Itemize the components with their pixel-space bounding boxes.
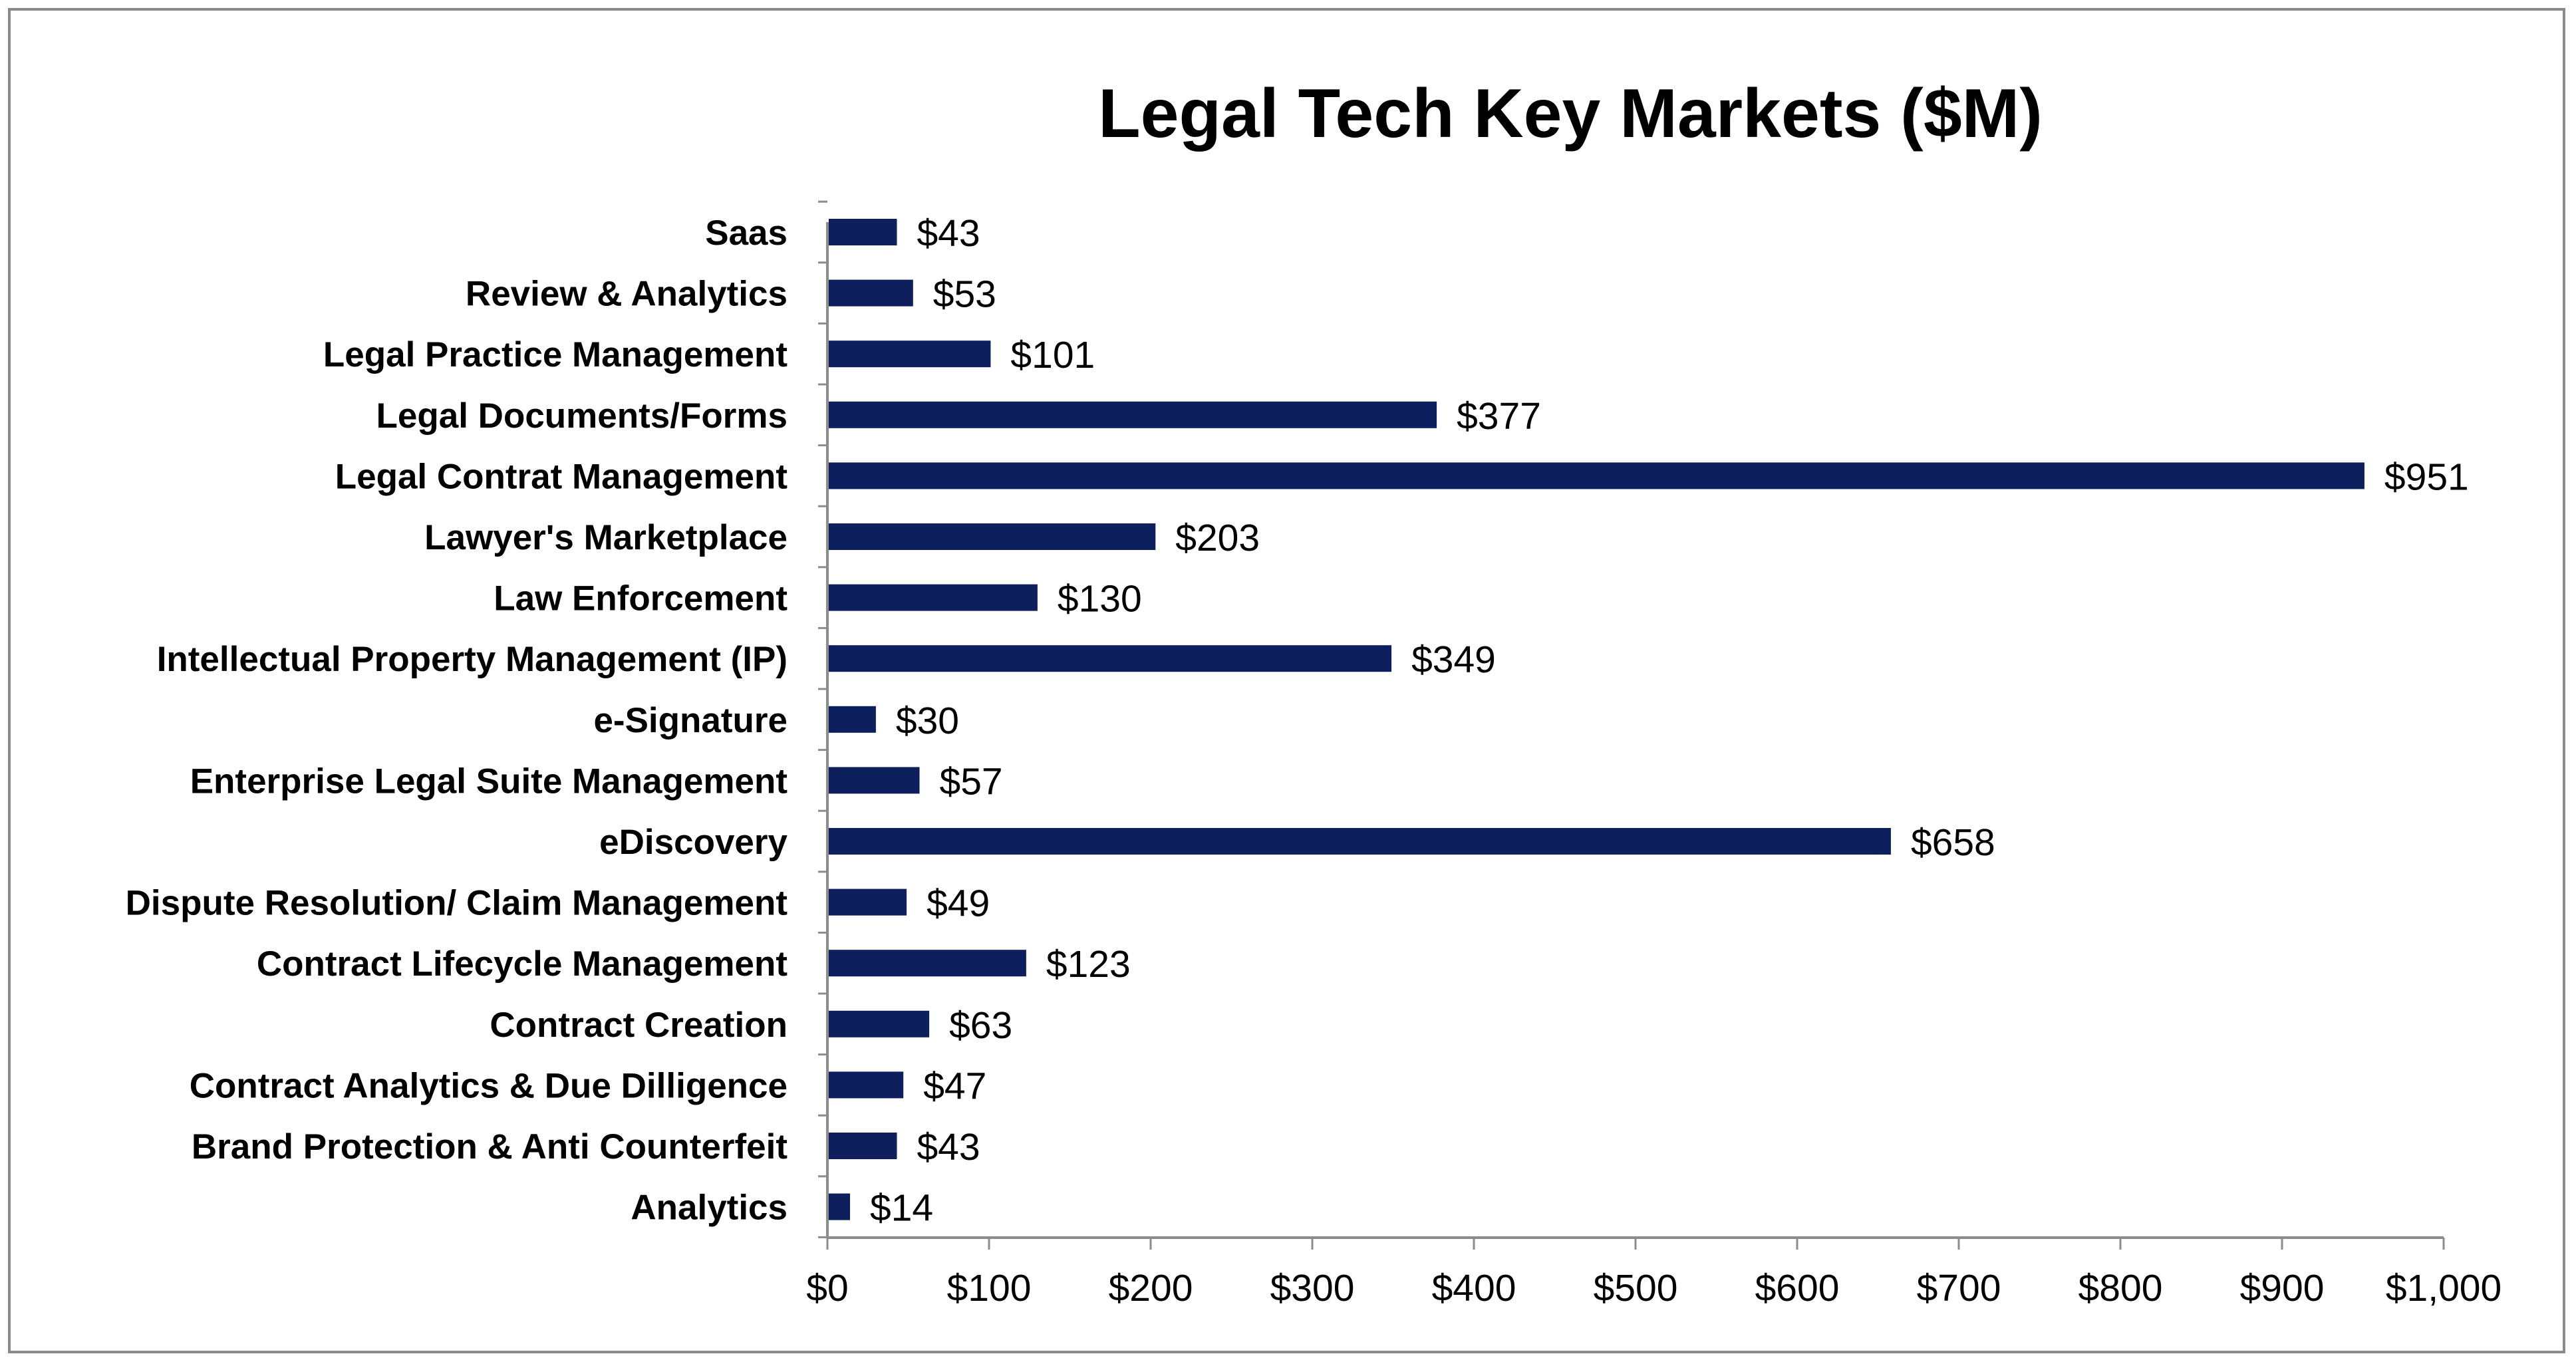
category-label: Brand Protection & Anti Counterfeit [192,1127,787,1166]
bar [829,645,1392,672]
bar [829,706,876,733]
data-label: $951 [2384,456,2469,498]
data-label: $14 [870,1187,933,1230]
x-tick-label: $900 [2240,1267,2325,1309]
bar [829,1010,930,1037]
bar [829,1071,904,1099]
data-label: $53 [933,273,996,316]
x-tick-label: $200 [1109,1267,1193,1309]
bar [829,828,1891,855]
x-tick-label: $400 [1432,1267,1516,1309]
category-label: Contract Analytics & Due Dilligence [190,1066,787,1105]
x-tick-label: $0 [806,1267,848,1309]
category-label: Legal Documents/Forms [376,396,787,436]
bar [829,341,991,368]
category-label: Lawyer's Marketplace [424,518,787,557]
data-label: $63 [949,1004,1012,1047]
category-label: Contract Creation [490,1006,787,1045]
data-label: $57 [940,760,1003,803]
data-label: $49 [927,883,990,925]
category-label: Analytics [631,1188,787,1228]
data-label: $101 [1010,334,1095,376]
category-label: eDiscovery [599,823,787,862]
data-label: $43 [917,212,980,255]
bar [829,1133,897,1159]
bar [829,462,2364,489]
category-label: Enterprise Legal Suite Management [190,761,787,801]
category-label: Review & Analytics [466,275,787,314]
chart-frame: Legal Tech Key Markets ($M) $0 $100 $200 $3… [8,8,2565,1353]
category-label: Legal Contrat Management [335,457,787,496]
x-tick-label: $1,000 [2386,1267,2502,1309]
chart-svg: Legal Tech Key Markets ($M) $0 $100 $200 $3… [126,75,2502,1309]
bar [829,767,920,794]
category-label: Contract Lifecycle Management [257,944,787,984]
x-tick-label: $600 [1755,1267,1840,1309]
category-label: Dispute Resolution/ Claim Management [126,884,787,923]
category-label: e-Signature [593,701,787,740]
x-tick-label: $100 [947,1267,1032,1309]
x-tick-label: $500 [1594,1267,1678,1309]
chart-title: Legal Tech Key Markets ($M) [1098,75,2043,152]
x-tick-label: $300 [1270,1267,1355,1309]
data-label: $658 [1911,821,1995,864]
plot-area: $0 $100 $200 $300 $400 $500 $600 $700 $800 $900 $1… [126,200,2502,1309]
bar [829,888,907,916]
bar [829,279,913,307]
x-tick-label: $800 [2078,1267,2163,1309]
bar [829,401,1437,428]
category-label: Law Enforcement [494,579,787,618]
x-tick-label: $700 [1917,1267,2001,1309]
category-label: Saas [705,213,787,253]
bar [829,584,1038,611]
bar [829,1193,851,1220]
data-label: $349 [1411,638,1496,681]
data-label: $203 [1175,517,1260,559]
data-label: $130 [1058,578,1142,620]
bar [829,523,1156,550]
data-label: $377 [1457,395,1541,438]
data-label: $47 [923,1065,986,1107]
bar [829,950,1026,977]
data-label: $43 [917,1126,980,1168]
bar [829,219,897,245]
category-label: Intellectual Property Management (IP) [157,640,787,679]
data-label: $30 [896,700,959,742]
data-label: $123 [1046,943,1131,986]
category-label: Legal Practice Management [323,335,787,374]
